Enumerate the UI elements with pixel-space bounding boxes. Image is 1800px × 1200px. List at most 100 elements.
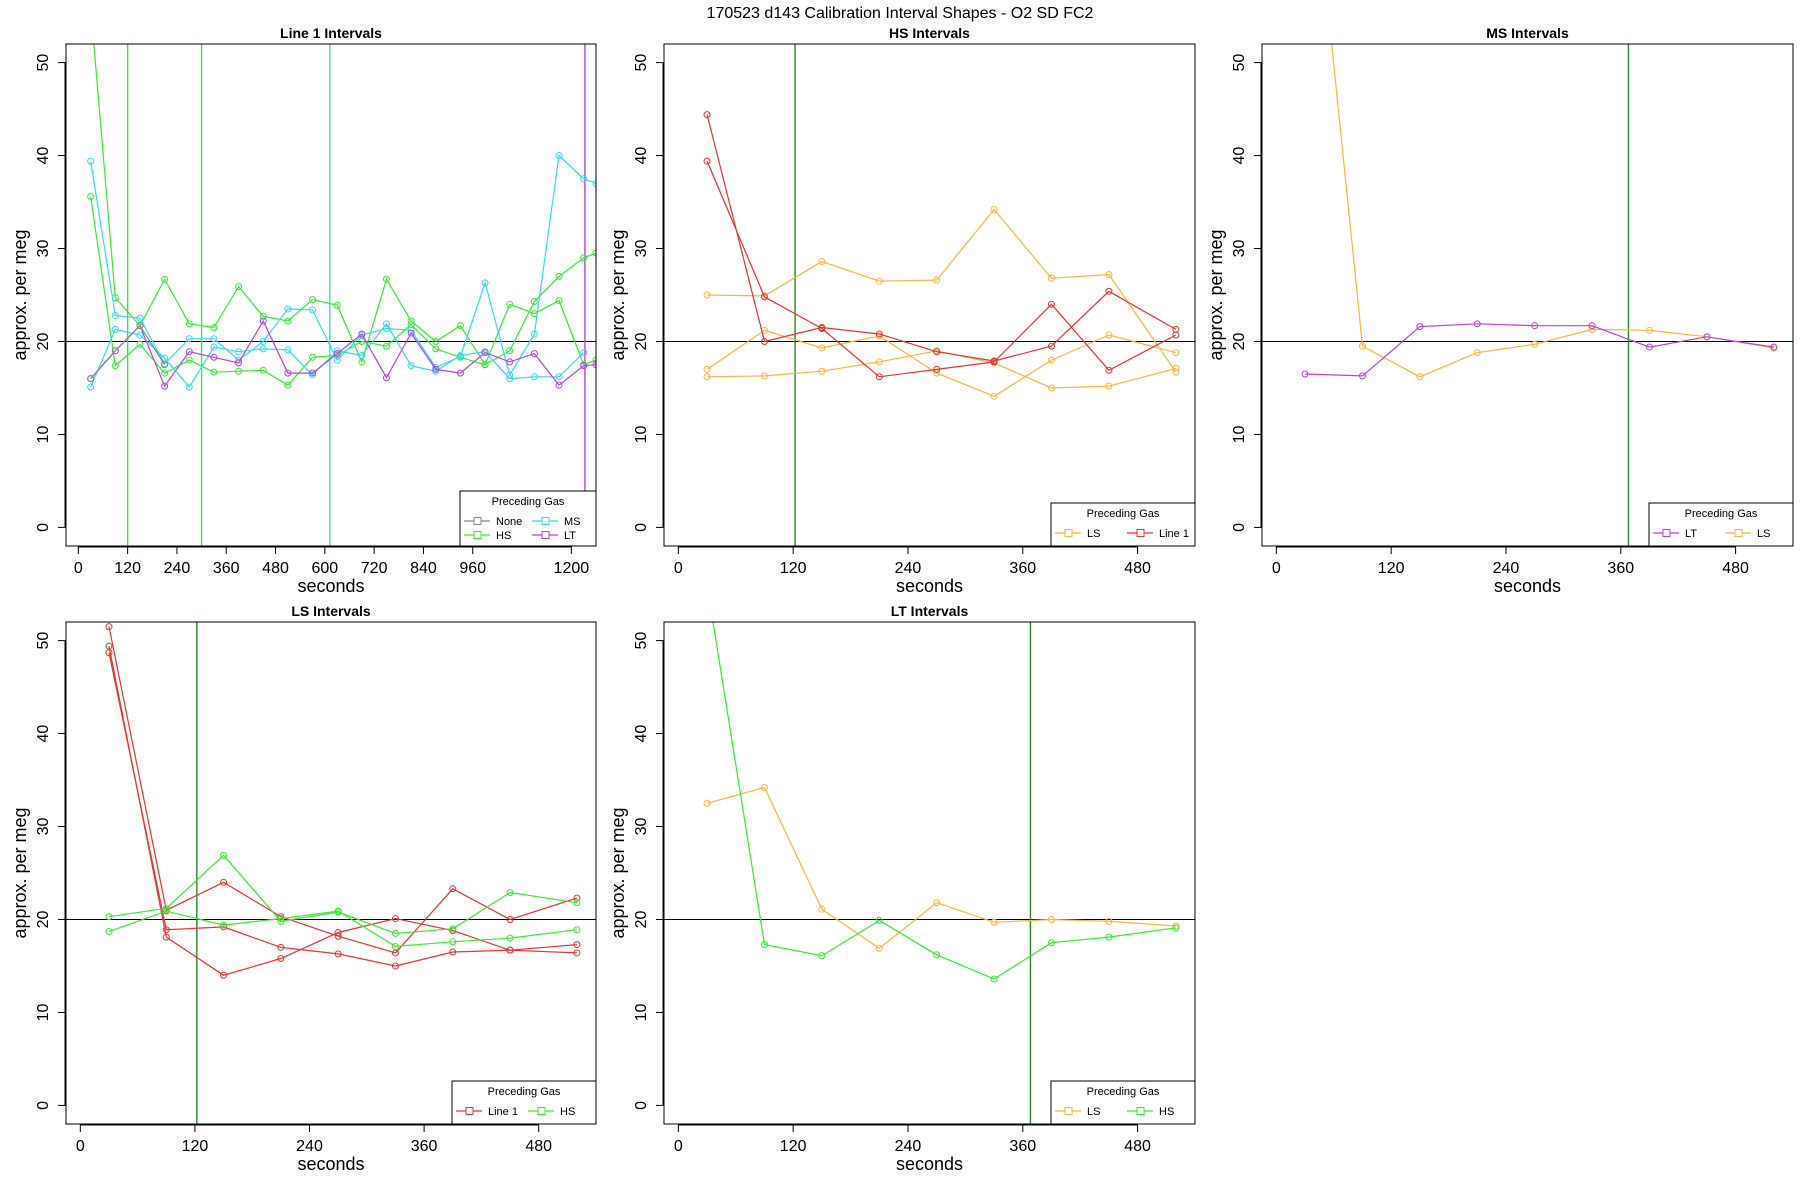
legend-entry-label: LT (1685, 528, 1697, 540)
y-tick-label: 50 (633, 54, 650, 72)
y-tick-label: 10 (35, 425, 52, 443)
data-point (210, 368, 218, 376)
legend-entry-label: HS (1159, 1106, 1174, 1118)
plot-frame (663, 621, 1196, 1125)
data-point (220, 851, 228, 859)
data-point (185, 356, 193, 364)
y-tick-label: 0 (35, 523, 52, 532)
x-tick-label: 120 (780, 560, 807, 577)
legend: Preceding Gas None MS HS LT (459, 490, 597, 547)
legend-entry-label: LS (1087, 1106, 1100, 1118)
series-line (712, 622, 1176, 980)
y-tick-label: 40 (1231, 147, 1248, 165)
data-point (703, 373, 711, 381)
x-axis-label: seconds (297, 1154, 364, 1174)
data-point (530, 350, 538, 358)
data-point (382, 342, 390, 350)
legend-swatch-marker (1064, 529, 1073, 537)
y-tick-label: 20 (633, 910, 650, 928)
legend: Preceding Gas LT LS (1648, 502, 1794, 547)
data-point (456, 351, 464, 359)
panel-title: Line 1 Intervals (280, 25, 382, 41)
data-point (259, 312, 267, 320)
panel-4: LS Intervals 0 120 240 360 480 0 10 20 30 40 50 seco… (10, 603, 597, 1174)
data-point (161, 354, 169, 362)
x-tick-label: 0 (74, 560, 83, 577)
data-point (309, 353, 317, 361)
y-tick-label: 0 (633, 523, 650, 532)
data-point (382, 275, 390, 283)
data-point (1047, 384, 1055, 392)
data-point (284, 305, 292, 313)
data-point (506, 946, 514, 954)
y-tick-label: 10 (633, 1003, 650, 1021)
data-point (407, 329, 415, 337)
y-axis-label: approx. per meg (1206, 229, 1226, 360)
data-point (235, 367, 243, 375)
data-point (185, 383, 193, 391)
y-axis-label: approx. per meg (10, 229, 30, 360)
legend-swatch-marker (541, 517, 550, 525)
data-point (1105, 271, 1113, 279)
data-point (933, 899, 941, 907)
legend-title: Preceding Gas (1685, 508, 1758, 520)
legend-swatch-marker (1662, 529, 1671, 537)
data-point (105, 913, 113, 921)
y-tick-label: 50 (633, 632, 650, 650)
x-tick-label: 120 (114, 560, 141, 577)
data-point (1473, 320, 1481, 328)
data-point (573, 894, 581, 902)
data-point (875, 916, 883, 924)
x-tick-label: 480 (1722, 560, 1749, 577)
y-tick-label: 30 (1231, 240, 1248, 258)
y-tick-label: 40 (35, 725, 52, 743)
data-point (309, 371, 317, 379)
series-line (1305, 323, 1774, 377)
data-point (449, 938, 457, 946)
data-point (162, 907, 170, 915)
data-point (87, 192, 95, 200)
data-point (220, 878, 228, 886)
data-point (1172, 924, 1180, 932)
data-point (875, 330, 883, 338)
data-point (990, 392, 998, 400)
data-point (1358, 342, 1366, 350)
data-point (555, 381, 563, 389)
data-point (592, 249, 596, 257)
data-point (235, 359, 243, 367)
data-point (220, 921, 228, 929)
data-point (1588, 322, 1596, 330)
y-tick-label: 0 (1231, 523, 1248, 532)
data-point (111, 325, 119, 333)
data-point (818, 258, 826, 266)
data-point (136, 340, 144, 348)
legend: Preceding Gas LS Line 1 (1050, 502, 1196, 547)
data-point (105, 928, 113, 936)
data-point (161, 382, 169, 390)
data-point (580, 254, 588, 262)
y-axis-label: approx. per meg (608, 229, 628, 360)
x-tick-label: 240 (895, 1138, 922, 1155)
data-point (382, 320, 390, 328)
x-tick-label: 0 (674, 560, 683, 577)
data-point (1588, 325, 1596, 333)
series-line (93, 44, 596, 367)
data-point (333, 350, 341, 358)
data-point (555, 373, 563, 381)
data-point (449, 925, 457, 933)
legend-swatch-marker (465, 1107, 474, 1115)
data-point (259, 317, 267, 325)
data-point (555, 152, 563, 160)
legend-swatch-marker (473, 517, 482, 525)
data-point (1047, 915, 1055, 923)
data-point (818, 344, 826, 352)
x-tick-label: 600 (311, 560, 338, 577)
data-point (933, 276, 941, 284)
legend-box (1050, 502, 1196, 547)
x-axis-label: seconds (297, 576, 364, 596)
x-tick-label: 360 (213, 560, 240, 577)
data-point (703, 157, 711, 165)
data-point (1531, 322, 1539, 330)
data-point (391, 942, 399, 950)
